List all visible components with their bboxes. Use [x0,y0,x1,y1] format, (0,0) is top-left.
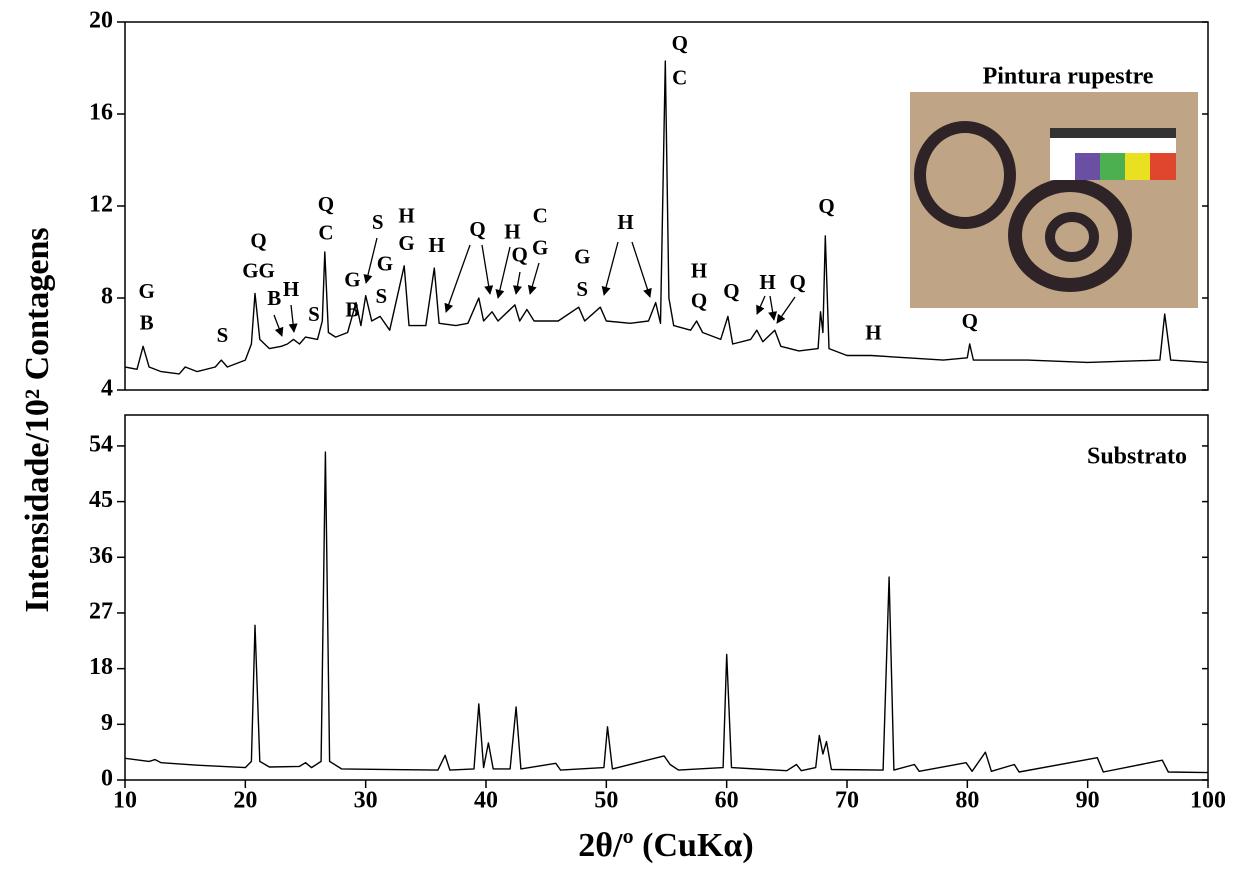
y-tick-label: 0 [101,766,113,792]
x-axis-label: 2θ/º (CuKα) [578,827,753,864]
y-tick-label: 18 [89,654,113,680]
x-tick-label: 50 [594,788,618,814]
peak-label: Q [318,192,334,216]
y-tick-label: 9 [101,710,113,736]
peak-label: Q [818,194,834,218]
peak-label: H [398,203,414,227]
peak-label: G [398,231,414,255]
peak-label: B [140,310,154,334]
series-line [124,451,1209,774]
peak-label: G [377,252,393,276]
peak-label: G [138,279,154,303]
y-axis-label: Intensidade/10² Contagens [19,227,56,612]
y-tick-label: 45 [89,487,113,513]
x-tick-label: 100 [1190,788,1226,814]
peak-label: Q [723,279,739,303]
peak-label: Q [789,270,805,294]
peak-label: Q [469,217,485,241]
peak-label: C [318,221,333,245]
peak-label: S [576,277,588,301]
panel-label: Pintura rupestre [983,64,1154,90]
peak-label: H [428,233,444,257]
peak-label: B [345,298,359,322]
peak-label: Q [512,242,528,266]
peak-label: Q [691,288,707,312]
y-tick-label: 4 [101,376,113,402]
plot-frame [124,414,1209,781]
peak-label: S [308,302,320,326]
x-tick-label: 20 [233,788,257,814]
x-tick-label: 40 [474,788,498,814]
panel-label: Substrato [1087,444,1187,470]
peak-label: S [375,284,387,308]
peak-label: G [574,245,590,269]
peak-label: GG [242,259,275,283]
peak-label: G [344,268,360,292]
y-tick-label: 20 [89,8,113,34]
x-tick-label: 10 [113,788,137,814]
peak-label: H [504,219,520,243]
x-tick-label: 30 [354,788,378,814]
peak-label: S [372,210,384,234]
peak-label: H [691,259,707,283]
x-tick-label: 90 [1076,788,1100,814]
peak-label: Q [962,309,978,333]
y-tick-label: 12 [89,192,113,218]
peak-label: H [759,270,775,294]
peak-label: C [533,203,548,227]
peak-label: Q [250,229,266,253]
x-tick-label: 80 [955,788,979,814]
arrows [273,237,796,337]
peak-label: H [283,277,299,301]
y-tick-label: 36 [89,543,113,569]
y-tick-label: 27 [89,598,113,624]
y-tick-label: 8 [101,284,113,310]
peak-label: Q [672,31,688,55]
peak-label: H [865,321,881,345]
y-tick-label: 16 [89,100,113,126]
peak-label: G [532,236,548,260]
x-tick-label: 70 [835,788,859,814]
series-line [124,60,1209,375]
x-tick-label: 60 [715,788,739,814]
y-tick-label: 54 [89,431,113,457]
peak-label: C [672,65,687,89]
photo [910,92,1198,308]
peak-label: B [267,286,281,310]
peak-label: S [217,323,229,347]
peak-label: H [617,210,633,234]
